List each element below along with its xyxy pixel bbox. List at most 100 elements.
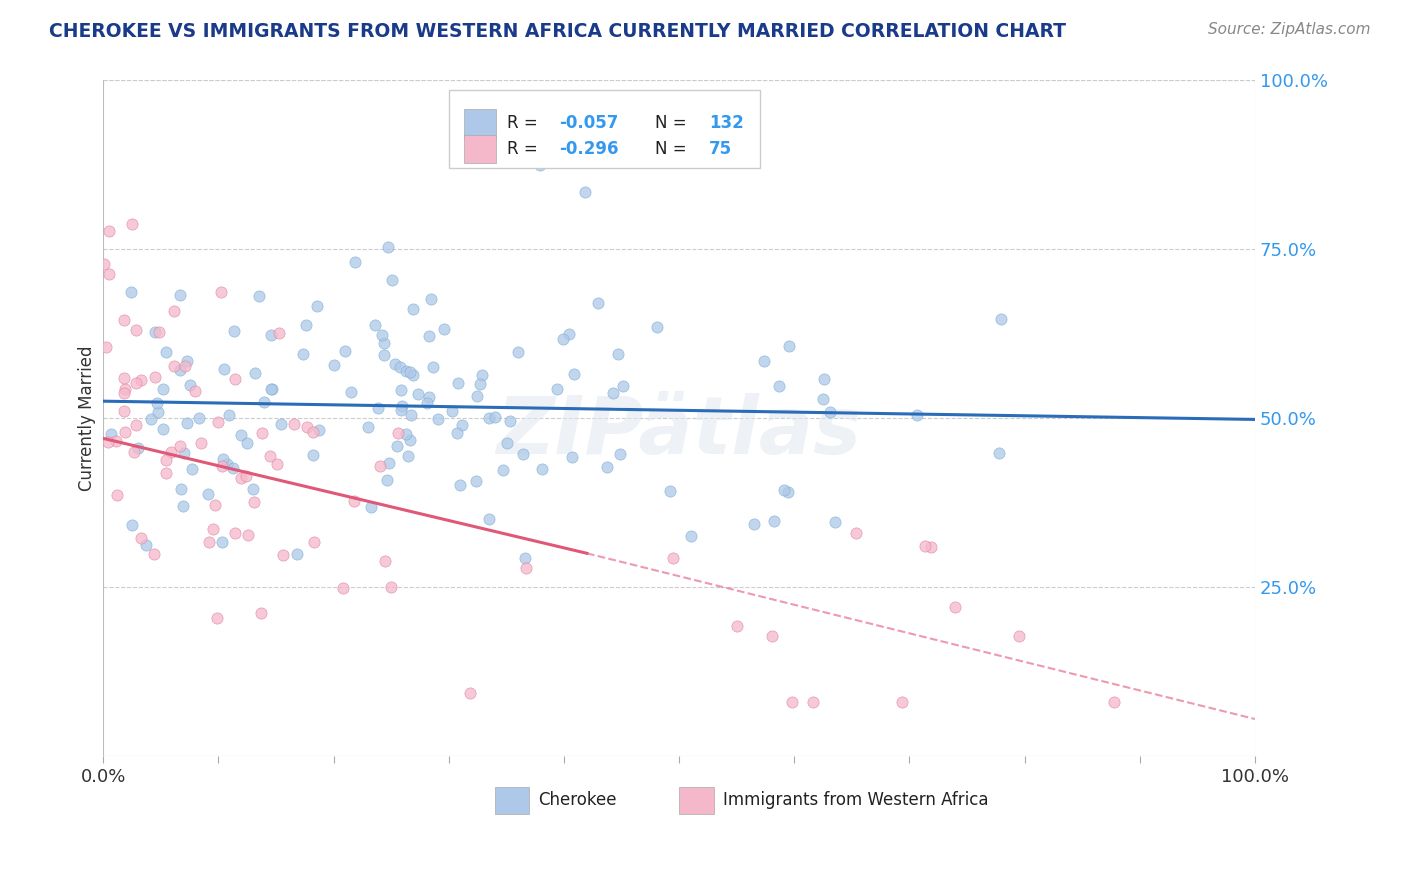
Point [553, 332, 575, 346]
Point [135, 538, 157, 552]
Text: ZIPätlas: ZIPätlas [496, 392, 862, 471]
Point [586, 295, 609, 310]
Point [169, 288, 191, 302]
Point [105, 488, 128, 502]
Point [818, 404, 841, 418]
Point [212, 362, 235, 376]
Point [725, 619, 748, 633]
Point [512, 447, 534, 461]
Point [399, 434, 422, 448]
Point [768, 379, 790, 393]
Text: 75: 75 [709, 140, 733, 158]
Point [235, 436, 257, 450]
Point [169, 439, 191, 453]
Point [112, 404, 135, 418]
Point [323, 358, 346, 372]
Point [173, 359, 195, 374]
Point [360, 500, 382, 515]
Point [396, 449, 419, 463]
Point [478, 512, 501, 526]
Point [367, 401, 389, 416]
Point [419, 293, 441, 307]
Point [402, 301, 425, 316]
Point [181, 462, 204, 476]
Point [114, 425, 136, 439]
Point [105, 434, 128, 448]
Point [558, 326, 581, 341]
Point [343, 494, 366, 508]
Point [451, 418, 474, 433]
Point [122, 444, 145, 458]
Point [364, 318, 387, 332]
Point [114, 382, 136, 396]
Point [449, 477, 471, 491]
Bar [464, 135, 496, 163]
Point [97, 267, 120, 281]
Point [224, 372, 246, 386]
Point [197, 487, 219, 501]
Point [211, 452, 233, 467]
Point [139, 412, 162, 426]
Text: R =: R = [508, 140, 544, 158]
Point [433, 322, 456, 336]
Point [368, 459, 391, 474]
Point [399, 365, 422, 379]
Point [155, 467, 177, 481]
Point [143, 325, 166, 339]
Bar [679, 787, 714, 814]
Point [333, 344, 356, 359]
Point [384, 357, 406, 371]
Text: N =: N = [655, 140, 692, 158]
Point [207, 416, 229, 430]
Point [127, 441, 149, 455]
Point [385, 439, 408, 453]
Point [801, 695, 824, 709]
Point [388, 360, 411, 375]
Y-axis label: Currently Married: Currently Married [79, 345, 96, 491]
Point [374, 554, 396, 568]
Point [471, 368, 494, 382]
Text: CHEROKEE VS IMMIGRANTS FROM WESTERN AFRICA CURRENTLY MARRIED CORRELATION CHART: CHEROKEE VS IMMIGRANTS FROM WESTERN AFRI… [49, 22, 1066, 41]
Point [202, 522, 225, 536]
Point [662, 551, 685, 566]
Point [574, 185, 596, 199]
Point [742, 517, 765, 532]
Point [170, 482, 193, 496]
Point [302, 448, 325, 462]
Point [260, 328, 283, 343]
Point [163, 359, 186, 373]
Point [506, 345, 529, 359]
Point [776, 485, 799, 500]
Point [468, 377, 491, 392]
Point [215, 458, 238, 472]
Point [377, 240, 399, 254]
Point [391, 399, 413, 413]
Bar [464, 109, 496, 137]
Point [780, 695, 803, 709]
Point [778, 339, 800, 353]
Point [681, 529, 703, 543]
Point [484, 409, 506, 424]
Point [773, 483, 796, 497]
Point [291, 347, 314, 361]
Point [389, 384, 412, 398]
Point [357, 420, 380, 434]
Point [100, 427, 122, 442]
Text: -0.296: -0.296 [560, 140, 619, 158]
Point [609, 447, 631, 461]
Point [169, 363, 191, 377]
Point [499, 414, 522, 428]
Point [207, 611, 229, 625]
Point [98, 224, 121, 238]
Point [531, 461, 554, 475]
Point [124, 418, 146, 433]
Point [224, 526, 246, 541]
Point [179, 377, 201, 392]
Point [395, 427, 418, 442]
Point [418, 390, 440, 404]
Point [754, 354, 776, 368]
Text: Source: ZipAtlas.com: Source: ZipAtlas.com [1208, 22, 1371, 37]
Point [380, 580, 402, 594]
Point [440, 403, 463, 417]
Point [418, 329, 440, 343]
